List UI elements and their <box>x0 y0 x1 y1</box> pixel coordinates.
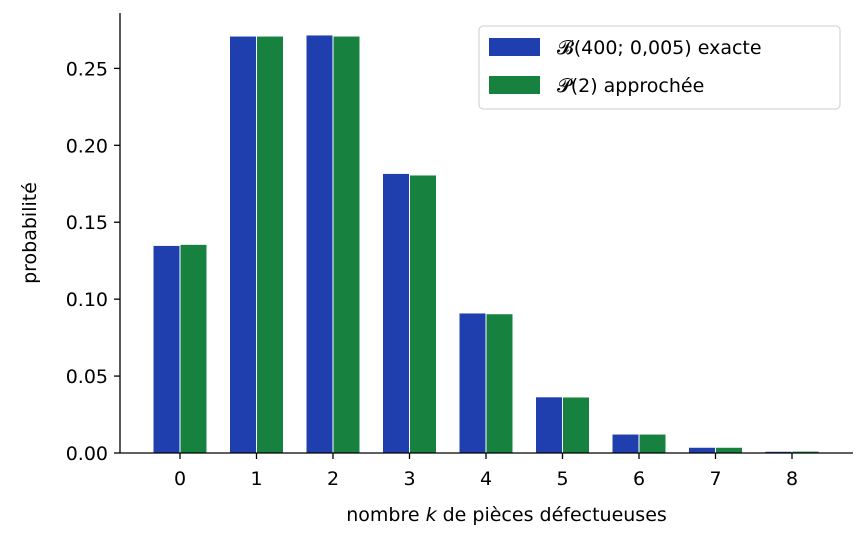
bar-binomial-1 <box>230 36 256 454</box>
y-tick-label: 0.15 <box>66 212 108 234</box>
y-ticks-group: 0.00 0.05 0.10 0.15 0.20 0.25 <box>66 58 120 465</box>
y-tick-label: 0.05 <box>66 366 108 388</box>
x-tick-label: 3 <box>403 468 415 490</box>
x-tick-label: 0 <box>174 468 186 490</box>
x-axis-label-part-1: nombre <box>346 504 425 526</box>
bar-binomial-4 <box>459 313 486 453</box>
bar-poisson-8 <box>792 451 819 453</box>
bar-poisson-1 <box>257 36 283 454</box>
y-tick-label: 0.20 <box>66 135 108 157</box>
legend-swatch-poisson <box>489 76 540 94</box>
x-ticks-group: 0 1 2 3 4 5 6 7 8 <box>174 453 798 490</box>
bar-poisson-3 <box>410 175 436 453</box>
bar-binomial-0 <box>153 245 180 453</box>
x-axis-label-variable: k <box>426 504 438 526</box>
bar-binomial-7 <box>689 447 715 453</box>
x-axis-label: nombre k de pièces défectueuses <box>346 504 667 526</box>
x-axis-label-part-2: de pièces défectueuses <box>437 504 667 526</box>
bar-poisson-0 <box>180 244 207 453</box>
bar-poisson-6 <box>639 434 666 453</box>
y-axis-label: probabilité <box>19 182 41 284</box>
x-tick-label: 7 <box>709 468 721 490</box>
bar-poisson-7 <box>716 447 742 453</box>
bar-binomial-3 <box>383 173 409 453</box>
bars-group <box>153 35 819 454</box>
legend-swatch-binomial <box>489 38 540 56</box>
bar-poisson-2 <box>333 36 360 454</box>
x-tick-label: 4 <box>480 468 492 490</box>
bar-binomial-5 <box>536 397 562 453</box>
x-tick-label: 1 <box>250 468 262 490</box>
y-tick-label: 0.00 <box>66 443 108 465</box>
bar-binomial-2 <box>306 35 333 453</box>
y-tick-label: 0.25 <box>66 58 108 80</box>
bar-binomial-6 <box>612 434 639 453</box>
x-tick-label: 8 <box>786 468 798 490</box>
x-tick-label: 2 <box>327 468 339 490</box>
bar-poisson-5 <box>563 397 589 453</box>
legend-box <box>478 25 841 110</box>
bar-poisson-4 <box>486 314 513 453</box>
legend: 𝓑(400; 0,005) exacte 𝓟(2) approchée <box>478 25 841 110</box>
x-tick-label: 6 <box>633 468 645 490</box>
legend-label-poisson: 𝓟(2) approchée <box>557 75 704 97</box>
x-tick-label: 5 <box>556 468 568 490</box>
legend-label-binomial: 𝓑(400; 0,005) exacte <box>557 37 762 59</box>
y-tick-label: 0.10 <box>66 289 108 311</box>
